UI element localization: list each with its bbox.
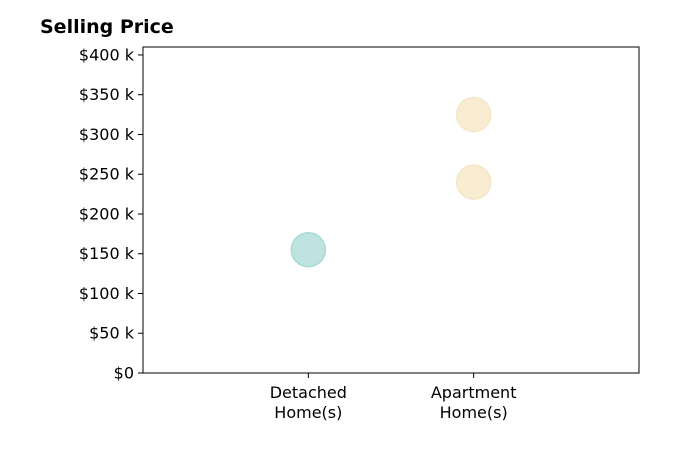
y-tick-label: $250 k xyxy=(79,165,135,184)
data-point xyxy=(455,96,492,133)
y-tick-label: $50 k xyxy=(89,324,135,343)
y-axis: $0 $50 k $100 k $150 k $200 k $250 k $300 k $35… xyxy=(79,45,143,383)
y-tick-label: $200 k xyxy=(79,204,135,223)
x-tick-label: Home(s) xyxy=(274,403,342,422)
y-tick-label: $400 k xyxy=(79,45,135,64)
x-tick-label: Detached xyxy=(270,383,347,402)
plot-frame xyxy=(142,46,640,374)
data-point xyxy=(455,164,492,200)
y-tick-label: $100 k xyxy=(79,284,135,303)
data-point xyxy=(290,232,327,268)
chart-title: Selling Price xyxy=(40,16,174,38)
points-layer xyxy=(290,96,492,268)
plot-area xyxy=(142,46,640,374)
x-tick-label: Home(s) xyxy=(440,403,508,422)
y-tick-label: $150 k xyxy=(79,244,135,263)
y-tick-label: $300 k xyxy=(79,125,135,144)
y-tick-label: $0 xyxy=(114,364,134,383)
y-tick-label: $350 k xyxy=(79,85,135,104)
x-tick-label: Apartment xyxy=(431,383,517,402)
